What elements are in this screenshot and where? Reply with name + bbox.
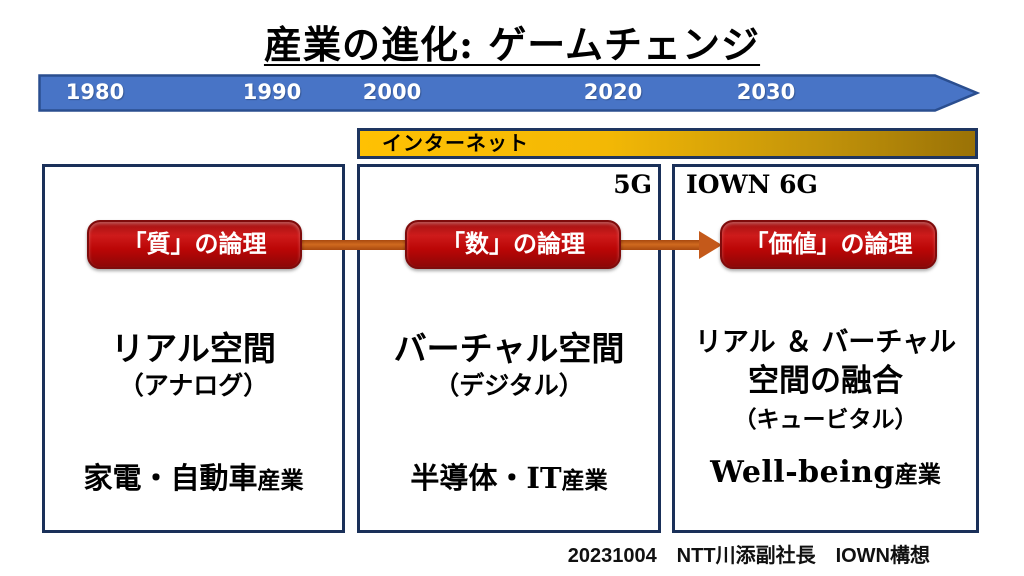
- year-label-2020: 2020: [583, 80, 643, 104]
- space-sub-label-digital: （デジタル）: [434, 371, 584, 400]
- industry-name: 半導体・IT: [410, 461, 562, 495]
- industry-suffix: 産業: [561, 467, 608, 494]
- connector-arrowhead-icon: [699, 231, 722, 259]
- timeline-arrow: [38, 74, 980, 112]
- year-label-1980: 1980: [65, 80, 125, 104]
- tech-label-5g: 5G: [613, 170, 652, 199]
- industry-name: Well-being: [710, 455, 895, 490]
- industry-label-wellbeing: Well-being産業: [672, 455, 979, 490]
- slide-title: 産業の進化: ゲームチェンジ: [263, 22, 761, 67]
- industry-suffix: 産業: [894, 461, 941, 488]
- industry-suffix: 産業: [257, 467, 304, 494]
- internet-label: インターネット: [382, 131, 529, 155]
- year-label-2030: 2030: [736, 80, 796, 104]
- logic-pill-quality: 「質」の論理: [87, 220, 302, 269]
- space-sub-label-qubital: （キュービタル）: [733, 406, 918, 433]
- logic-pill-value: 「価値」の論理: [720, 220, 937, 269]
- footer-credit: 20231004 NTT川添副社長 IOWN構想: [567, 545, 930, 567]
- internet-banner: インターネット: [357, 128, 978, 159]
- space-label-real-and-virtual: リアル ＆ バーチャル: [694, 327, 957, 358]
- industry-name: 家電・自動車: [83, 461, 258, 495]
- year-label-1990: 1990: [242, 80, 302, 104]
- industry-label-appliance-auto: 家電・自動車産業: [42, 455, 345, 497]
- year-label-2000: 2000: [362, 80, 422, 104]
- logic-pill-quantity: 「数」の論理: [405, 220, 621, 269]
- space-label-virtual: バーチャル空間: [393, 329, 625, 368]
- tech-label-iown-6g: IOWN 6G: [686, 170, 818, 199]
- connector-line-2: [619, 240, 701, 250]
- space-label-fusion: 空間の融合: [748, 363, 903, 399]
- space-sub-label-analog: （アナログ）: [118, 371, 269, 400]
- industry-label-semiconductor-it: 半導体・IT産業: [357, 455, 661, 497]
- space-label-real: リアル空間: [111, 329, 276, 368]
- connector-line-1: [299, 240, 407, 250]
- timeline-arrow-shape: [38, 74, 980, 112]
